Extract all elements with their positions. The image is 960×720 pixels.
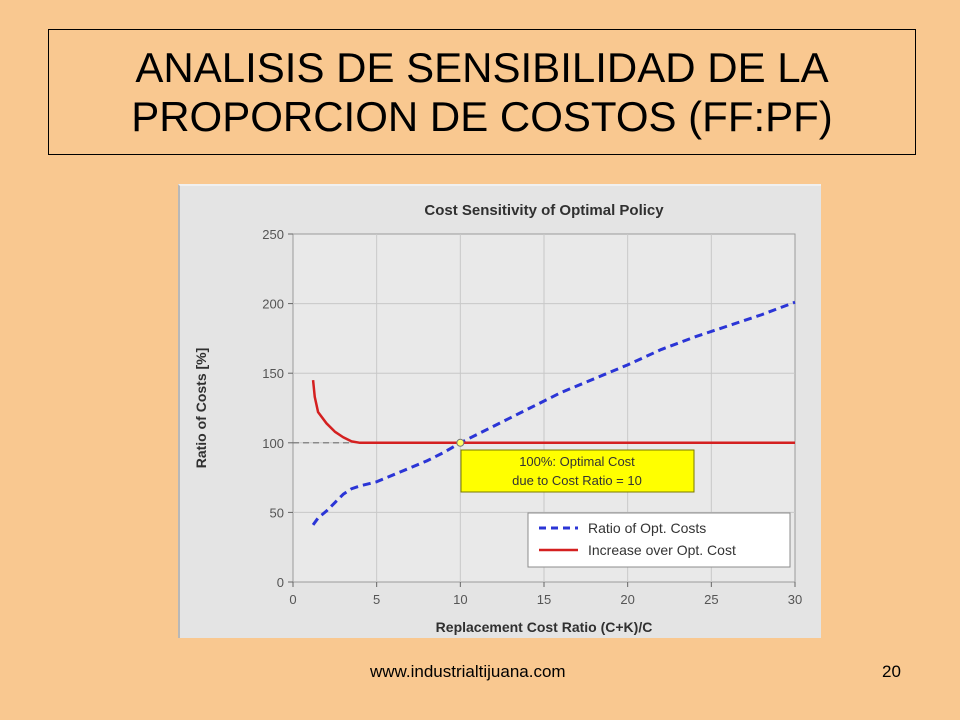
annotation-box: 100%: Optimal Cost due to Cost Ratio = 1… (460, 449, 695, 493)
series-line-increase-over-opt-cost (311, 380, 795, 445)
legend-label-ratio: Ratio of Opt. Costs (588, 520, 706, 536)
annotation-line2: due to Cost Ratio = 10 (512, 473, 642, 488)
x-tick-label: 30 (788, 592, 802, 607)
x-tick-label: 5 (373, 592, 380, 607)
chart-title: Cost Sensitivity of Optimal Policy (424, 202, 664, 219)
annotation-line1: 100%: Optimal Cost (519, 454, 635, 469)
chart-image: 0 5 10 15 20 25 30 0 50 100 150 200 250 Cost Sensiti… (178, 184, 821, 638)
x-tick-label: 15 (537, 592, 551, 607)
y-tick-label: 50 (270, 505, 284, 520)
y-axis-label: Ratio of Costs [%] (193, 348, 209, 469)
axes: 0 5 10 15 20 25 30 0 50 100 150 200 250 (262, 227, 802, 607)
x-tick-label: 20 (620, 592, 634, 607)
y-tick-label: 150 (262, 366, 284, 381)
y-tick-label: 250 (262, 227, 284, 242)
slide-title-line2: PROPORCION DE COSTOS (FF:PF) (131, 93, 833, 140)
cost-sensitivity-chart: 0 5 10 15 20 25 30 0 50 100 150 200 250 Cost Sensiti… (193, 202, 802, 635)
slide-title: ANALISIS DE SENSIBILIDAD DE LA PROPORCIO… (48, 29, 916, 155)
series (293, 300, 796, 526)
legend-box (527, 512, 791, 568)
y-tick-label: 100 (262, 436, 284, 451)
x-tick-label: 10 (453, 592, 467, 607)
x-axis-label: Replacement Cost Ratio (C+K)/C (436, 619, 653, 635)
optimal-point-marker (456, 438, 465, 447)
page-number: 20 (882, 662, 901, 681)
footer-url: www.industrialtijuana.com (370, 662, 566, 681)
y-tick-label: 0 (277, 575, 284, 590)
x-tick-label: 0 (289, 592, 296, 607)
legend-label-increase: Increase over Opt. Cost (588, 542, 736, 558)
series-line-ratio-of-opt-costs (311, 300, 796, 526)
annotation-background (460, 449, 695, 493)
x-tick-label: 25 (704, 592, 718, 607)
legend: Ratio of Opt. Costs Increase over Opt. C… (527, 512, 791, 568)
slide-title-line1: ANALISIS DE SENSIBILIDAD DE LA (135, 44, 829, 91)
y-tick-label: 200 (262, 297, 284, 312)
